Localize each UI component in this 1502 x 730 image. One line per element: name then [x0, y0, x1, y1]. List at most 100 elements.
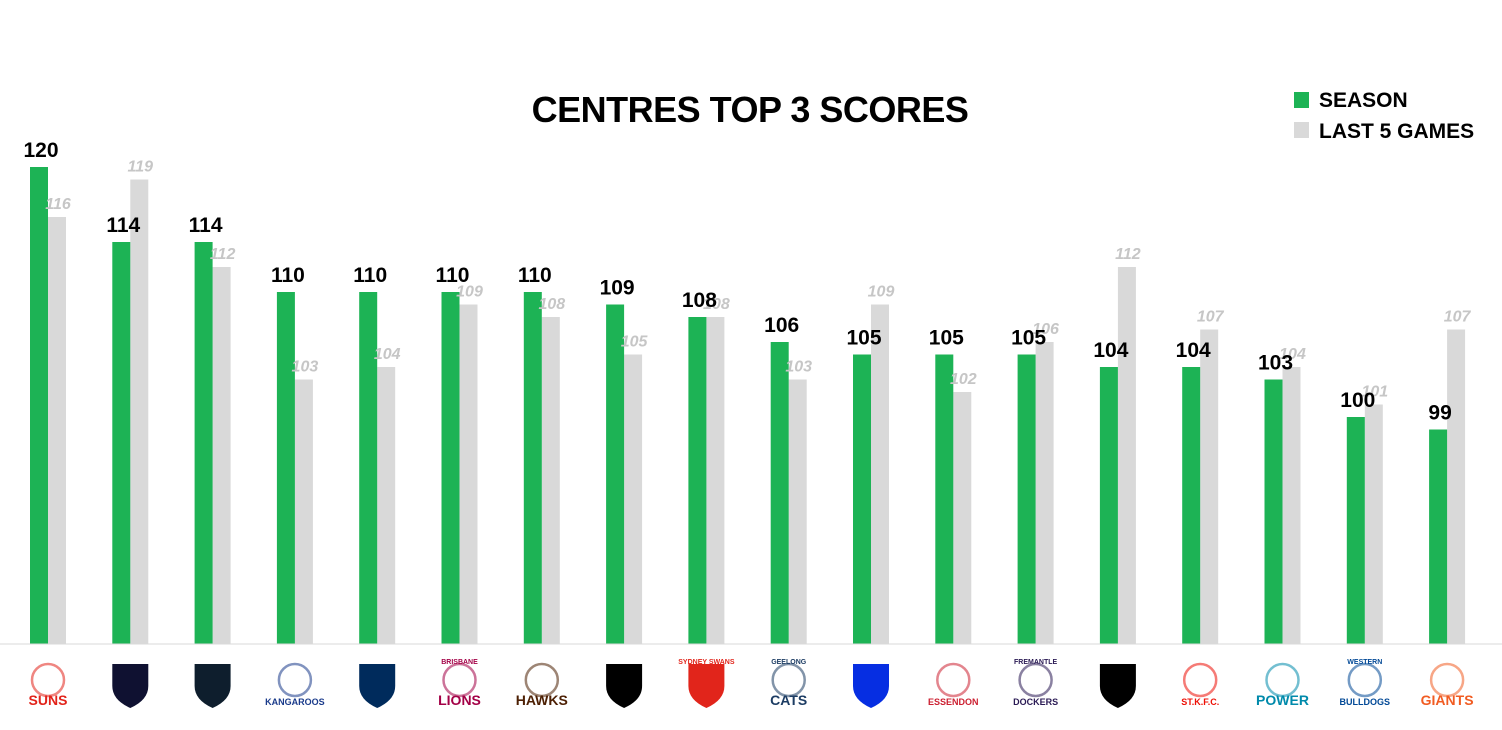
- bar-last5-0: [48, 217, 66, 644]
- saints-logo: ST.K.F.C.: [1181, 662, 1219, 707]
- bar-season-15: [1264, 379, 1283, 644]
- power-logo: POWER: [1256, 662, 1309, 708]
- dockers-logo-emblem: [1018, 662, 1053, 698]
- bar-last5-9: [788, 379, 807, 644]
- bar-season-16: [1346, 417, 1365, 644]
- bar-last5-14: [1200, 329, 1219, 644]
- magpies-logo: [1099, 664, 1136, 708]
- data-label-last5: 109: [868, 284, 895, 301]
- logo-label: POWER: [1256, 692, 1309, 708]
- carlton-logo: [194, 664, 231, 708]
- kangaroos-logo: KANGAROOS: [265, 662, 325, 707]
- dockers-logo: DOCKERS FREMANTLE: [1013, 659, 1058, 707]
- adelaide-logo-emblem: [359, 664, 396, 708]
- data-label-last5: 112: [210, 246, 236, 263]
- cats-logo-emblem: [771, 662, 806, 698]
- data-label-season: 114: [189, 214, 223, 237]
- lions-logo-emblem: [442, 662, 477, 698]
- swans-logo: SYDNEY SWANS: [678, 659, 735, 708]
- data-label-season: 103: [1258, 352, 1293, 375]
- bar-last5-1: [130, 179, 149, 644]
- data-label-last5: 101: [1361, 384, 1388, 401]
- data-label-season: 109: [600, 277, 635, 300]
- data-label-last5: 105: [621, 334, 649, 351]
- bar-last5-2: [212, 267, 231, 644]
- data-label-season: 99: [1428, 402, 1451, 425]
- bar-season-0: [30, 167, 48, 644]
- bar-season-14: [1182, 367, 1201, 644]
- bar-season-4: [359, 292, 378, 644]
- logo-label: ESSENDON: [928, 697, 979, 707]
- data-label-last5: 112: [1115, 246, 1141, 263]
- tigers-logo-emblem: [606, 664, 643, 708]
- data-label-last5: 109: [456, 284, 483, 301]
- data-label-season: 104: [1176, 339, 1211, 362]
- data-label-season: 110: [518, 264, 552, 287]
- data-label-season: 108: [682, 289, 717, 312]
- eagles-logo-emblem: [853, 664, 889, 708]
- logo-sublabel: GEELONG: [771, 659, 807, 666]
- data-label-season: 110: [436, 264, 470, 287]
- data-label-season: 106: [764, 314, 799, 337]
- bar-last5-11: [953, 392, 972, 644]
- data-label-last5: 102: [950, 371, 977, 388]
- bar-season-13: [1099, 367, 1118, 644]
- bar-season-10: [853, 354, 871, 644]
- data-label-season: 114: [106, 214, 140, 237]
- bar-season-1: [112, 242, 131, 644]
- data-label-last5: 107: [1197, 309, 1225, 326]
- data-label-season: 104: [1093, 339, 1128, 362]
- logo-label: CATS: [770, 692, 807, 708]
- data-label-last5: 108: [703, 296, 730, 313]
- bar-last5-12: [1035, 342, 1054, 644]
- carlton-logo-emblem: [194, 664, 231, 708]
- bar-last5-17: [1447, 329, 1466, 644]
- suns-logo-emblem: [30, 662, 66, 698]
- adelaide-logo: [359, 664, 396, 708]
- logo-label: HAWKS: [516, 692, 568, 708]
- logo-label: GIANTS: [1421, 692, 1474, 708]
- data-label-season: 110: [353, 264, 387, 287]
- logo-label: LIONS: [438, 692, 481, 708]
- bombers-logo-emblem: [936, 662, 971, 698]
- power-logo-emblem: [1265, 662, 1300, 698]
- legend-swatch-last5: [1294, 122, 1309, 138]
- hawks-logo: HAWKS: [516, 662, 568, 708]
- kangaroos-logo-emblem: [277, 662, 313, 698]
- data-label-season: 110: [271, 264, 305, 287]
- data-label-last5: 116: [45, 196, 71, 213]
- logo-label: ST.K.F.C.: [1181, 697, 1219, 707]
- data-label-last5: 104: [1279, 346, 1306, 363]
- team-logos: SUNS KANGAROOS LIONS BRISBANE HAWKS SYDNEY SW…: [29, 659, 1474, 708]
- hawks-logo-emblem: [524, 662, 560, 698]
- bombers-logo: ESSENDON: [928, 662, 979, 707]
- bar-season-17: [1429, 429, 1448, 644]
- bar-last5-5: [459, 304, 478, 644]
- logo-sublabel: SYDNEY SWANS: [678, 659, 735, 666]
- logo-label: SUNS: [29, 692, 68, 708]
- legend: SEASON LAST 5 GAMES: [1294, 89, 1474, 143]
- melbourne-logo-emblem: [112, 664, 149, 708]
- bar-season-11: [935, 354, 954, 644]
- data-label-season: 100: [1340, 389, 1375, 412]
- magpies-logo-emblem: [1099, 664, 1136, 708]
- suns-logo: SUNS: [29, 662, 68, 708]
- bar-season-5: [441, 292, 460, 644]
- data-labels: 1161201191141121141031101041101091101081…: [23, 139, 1471, 425]
- logo-sublabel: WESTERN: [1347, 659, 1382, 666]
- data-label-last5: 108: [538, 296, 565, 313]
- data-label-season: 105: [929, 327, 964, 350]
- bar-last5-16: [1364, 404, 1383, 644]
- bulldogs-logo: BULLDOGS WESTERN: [1340, 659, 1391, 707]
- data-label-last5: 119: [128, 159, 154, 176]
- chart-title: CENTRES TOP 3 SCORES: [532, 89, 969, 130]
- bars: [30, 167, 1466, 644]
- logo-label: DOCKERS: [1013, 697, 1058, 707]
- bar-last5-4: [377, 367, 396, 644]
- swans-logo-emblem: [688, 664, 725, 708]
- bar-last5-8: [706, 317, 725, 644]
- legend-label-season: SEASON: [1319, 89, 1408, 112]
- bulldogs-logo-emblem: [1347, 662, 1383, 698]
- logo-label: KANGAROOS: [265, 697, 325, 707]
